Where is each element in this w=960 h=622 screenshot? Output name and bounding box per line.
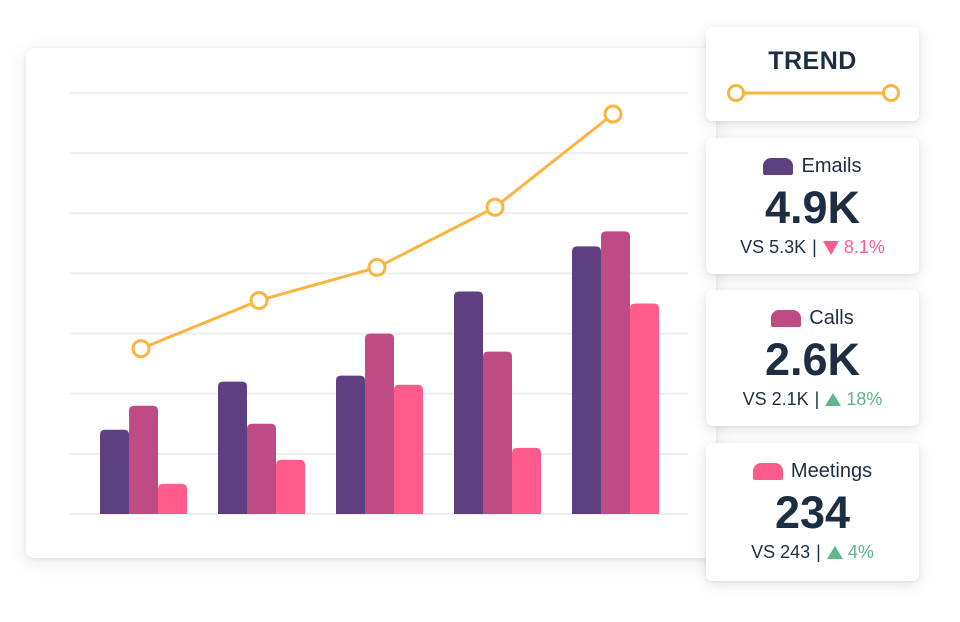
calls-swatch-icon xyxy=(771,309,802,327)
separator: | xyxy=(816,542,821,562)
emails-swatch-icon xyxy=(763,157,794,175)
triangle-up-icon xyxy=(825,393,842,406)
separator: | xyxy=(814,389,820,409)
metric-card-meetings: Meetings 234 VS 243 | 4% xyxy=(706,443,919,581)
metric-delta: 18% xyxy=(846,389,883,409)
metric-value: 2.6K xyxy=(764,334,861,385)
metric-compare: VS 2.1K xyxy=(742,389,809,409)
metric-delta: 4% xyxy=(847,542,874,562)
trend-legend-card: TREND xyxy=(706,27,919,121)
triangle-down-icon xyxy=(822,240,839,255)
metric-label: Emails xyxy=(801,154,862,177)
metric-label: Meetings xyxy=(790,459,873,482)
metric-value: 234 xyxy=(774,487,851,538)
metric-delta: 8.1% xyxy=(843,237,885,257)
separator: | xyxy=(812,237,817,257)
meetings-swatch-icon xyxy=(752,462,783,480)
metric-card-calls: Calls 2.6K VS 2.1K | 18% xyxy=(706,290,919,426)
chart-card xyxy=(26,48,716,558)
metric-compare: VS 243 xyxy=(751,542,811,562)
trend-line-icon xyxy=(727,84,900,102)
metric-label: Calls xyxy=(809,306,854,329)
metric-compare-row: VS 2.1K | 18% xyxy=(706,389,919,410)
metric-card-emails: Emails 4.9K VS 5.3K | 8.1% xyxy=(706,138,919,274)
metric-compare-row: VS 5.3K | 8.1% xyxy=(706,237,919,258)
metric-compare-row: VS 243 | 4% xyxy=(706,542,919,563)
trend-title: TREND xyxy=(768,47,857,75)
metric-compare: VS 5.3K xyxy=(740,237,807,257)
metric-value: 4.9K xyxy=(764,182,861,233)
triangle-up-icon xyxy=(826,546,843,559)
